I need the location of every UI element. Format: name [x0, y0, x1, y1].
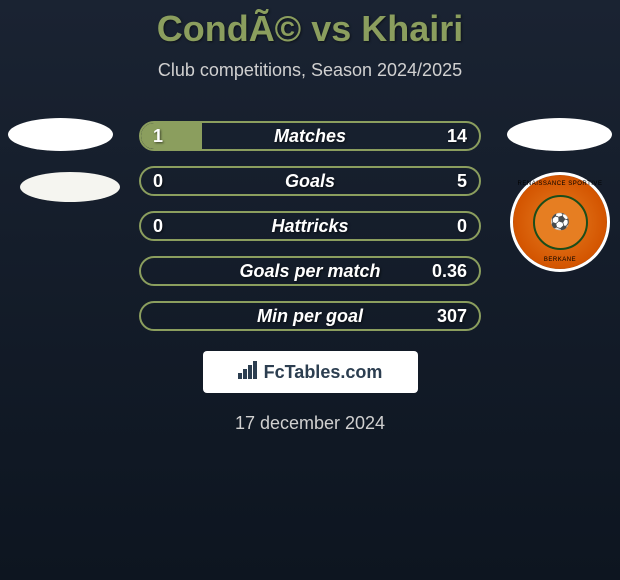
- stat-row-goals: 0 Goals 5: [139, 166, 481, 196]
- player-left-badge: [8, 118, 113, 151]
- fctables-logo[interactable]: FcTables.com: [203, 351, 418, 393]
- club-right-badge: RENAISSANCE SPORTIVE ⚽ BERKANE: [510, 172, 610, 272]
- team-logo-placeholder-left: [8, 118, 113, 151]
- stat-label: Hattricks: [271, 216, 348, 237]
- stat-right-value: 5: [457, 171, 467, 192]
- club-text-bottom: BERKANE: [544, 257, 576, 263]
- date-text: 17 december 2024: [0, 413, 620, 434]
- stat-label: Goals per match: [239, 261, 380, 282]
- player-right-badge: [507, 118, 612, 151]
- stat-row-matches: 1 Matches 14: [139, 121, 481, 151]
- stat-label: Goals: [285, 171, 335, 192]
- subtitle: Club competitions, Season 2024/2025: [0, 60, 620, 81]
- stat-row-goals-per-match: Goals per match 0.36: [139, 256, 481, 286]
- stat-left-value: 0: [153, 216, 163, 237]
- team-logo-placeholder-right: [507, 118, 612, 151]
- logo-text: FcTables.com: [264, 362, 383, 383]
- stat-row-hattricks: 0 Hattricks 0: [139, 211, 481, 241]
- stat-right-value: 0: [457, 216, 467, 237]
- club-logo-placeholder-left: [20, 172, 120, 202]
- chart-icon: [238, 361, 260, 384]
- club-left-badge: [20, 172, 120, 202]
- club-emblem-inner: ⚽: [533, 195, 588, 250]
- stat-fill: [141, 123, 202, 149]
- stat-right-value: 307: [437, 306, 467, 327]
- stat-left-value: 0: [153, 171, 163, 192]
- page-title: CondÃ© vs Khairi: [0, 0, 620, 50]
- stat-right-value: 0.36: [432, 261, 467, 282]
- club-emblem: RENAISSANCE SPORTIVE ⚽ BERKANE: [510, 172, 610, 272]
- club-text-top: RENAISSANCE SPORTIVE: [518, 181, 603, 187]
- stat-left-value: 1: [153, 126, 163, 147]
- stat-right-value: 14: [447, 126, 467, 147]
- stat-label: Min per goal: [257, 306, 363, 327]
- stat-label: Matches: [274, 126, 346, 147]
- stat-row-min-per-goal: Min per goal 307: [139, 301, 481, 331]
